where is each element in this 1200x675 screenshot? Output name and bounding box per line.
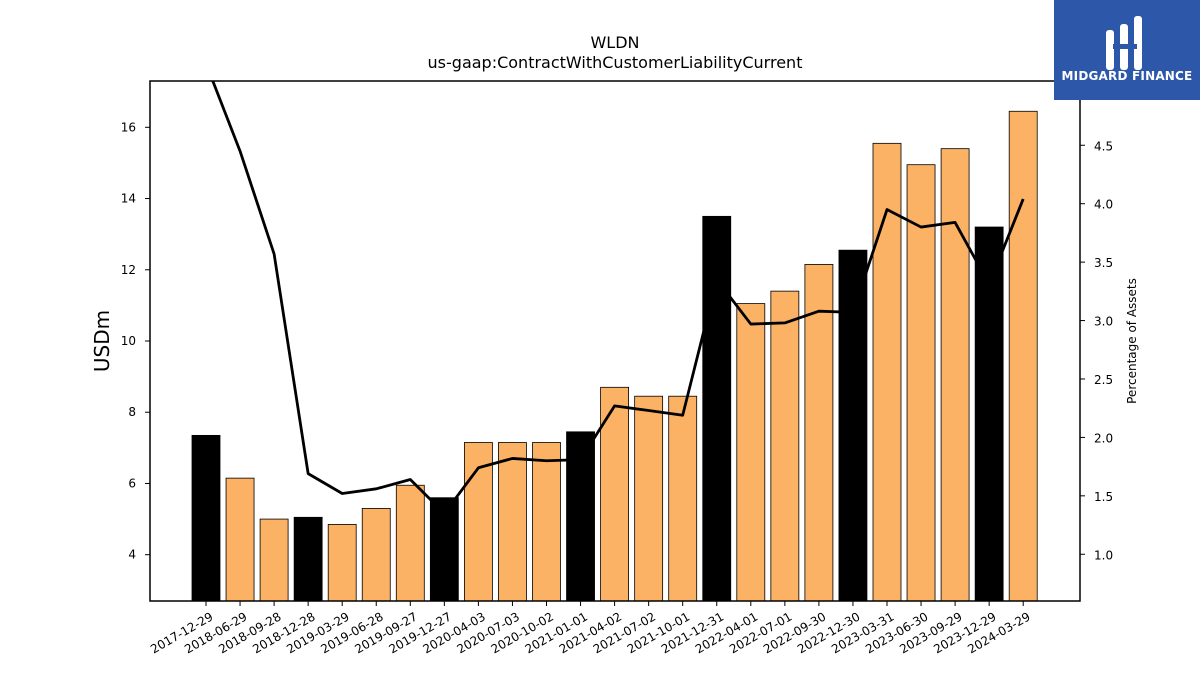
bar-2023-09-29	[940, 148, 970, 602]
bars-layer	[191, 110, 1038, 602]
left-tick-label: 6	[128, 476, 136, 490]
y-axis-label-left: USDm	[90, 310, 114, 372]
bar-2020-10-02	[532, 442, 561, 602]
bar-2022-12-30	[838, 249, 868, 602]
right-tick-label: 2.0	[1094, 431, 1113, 445]
percentage-of-assets-line	[211, 81, 1025, 515]
right-y-axis: 1.0 1.5 2.0 2.5 3.0 3.5 4.0 4.5	[1080, 139, 1113, 562]
bar-2019-03-29	[327, 524, 357, 602]
logo-mark-icon	[1106, 16, 1142, 70]
left-tick-label: 4	[128, 548, 136, 562]
bar-2022-07-01	[770, 290, 800, 602]
right-tick-label: 4.0	[1094, 198, 1113, 212]
bar-2018-09-28	[259, 518, 289, 602]
bar-2022-04-01	[736, 303, 766, 602]
chart-subtitle: us-gaap:ContractWithCustomerLiabilityCur…	[428, 53, 803, 72]
right-tick-label: 4.5	[1094, 139, 1113, 153]
logo-text: MIDGARD FINANCE	[1061, 69, 1193, 83]
left-tick-label: 14	[121, 192, 136, 206]
left-tick-label: 16	[121, 120, 136, 134]
bar-2018-06-29	[225, 477, 255, 602]
y-axis-label-right: Percentage of Assets	[1125, 278, 1139, 404]
bar-2023-03-31	[872, 142, 902, 602]
right-tick-label: 1.0	[1094, 548, 1113, 562]
x-axis: 2017-12-292018-06-292018-09-282018-12-28…	[148, 601, 1033, 656]
left-tick-label: 10	[121, 334, 136, 348]
left-y-axis: 4 6 8 10 12 14 16	[121, 120, 150, 562]
bar-2019-09-27	[395, 484, 425, 602]
right-tick-label: 2.5	[1094, 373, 1113, 387]
bar-2017-12-29	[191, 434, 221, 602]
bar-2019-12-27	[429, 497, 459, 602]
line-layer	[211, 81, 1025, 515]
bar-2024-03-29	[1008, 110, 1038, 602]
bar-2023-06-30	[906, 164, 936, 602]
bar-2020-07-03	[498, 442, 527, 602]
right-tick-label: 3.0	[1094, 315, 1113, 329]
left-tick-label: 8	[128, 405, 136, 419]
bar-2021-07-02	[634, 395, 664, 602]
brand-logo: MIDGARD FINANCE	[1054, 0, 1200, 100]
right-tick-label: 1.5	[1094, 490, 1113, 504]
bar-2021-10-01	[668, 395, 698, 602]
left-tick-label: 12	[121, 263, 136, 277]
bar-2018-12-28	[293, 516, 323, 602]
chart-title: WLDN	[590, 33, 639, 52]
right-tick-label: 3.5	[1094, 256, 1113, 270]
bar-2021-12-31	[702, 215, 732, 602]
bar-2019-06-28	[361, 507, 391, 602]
